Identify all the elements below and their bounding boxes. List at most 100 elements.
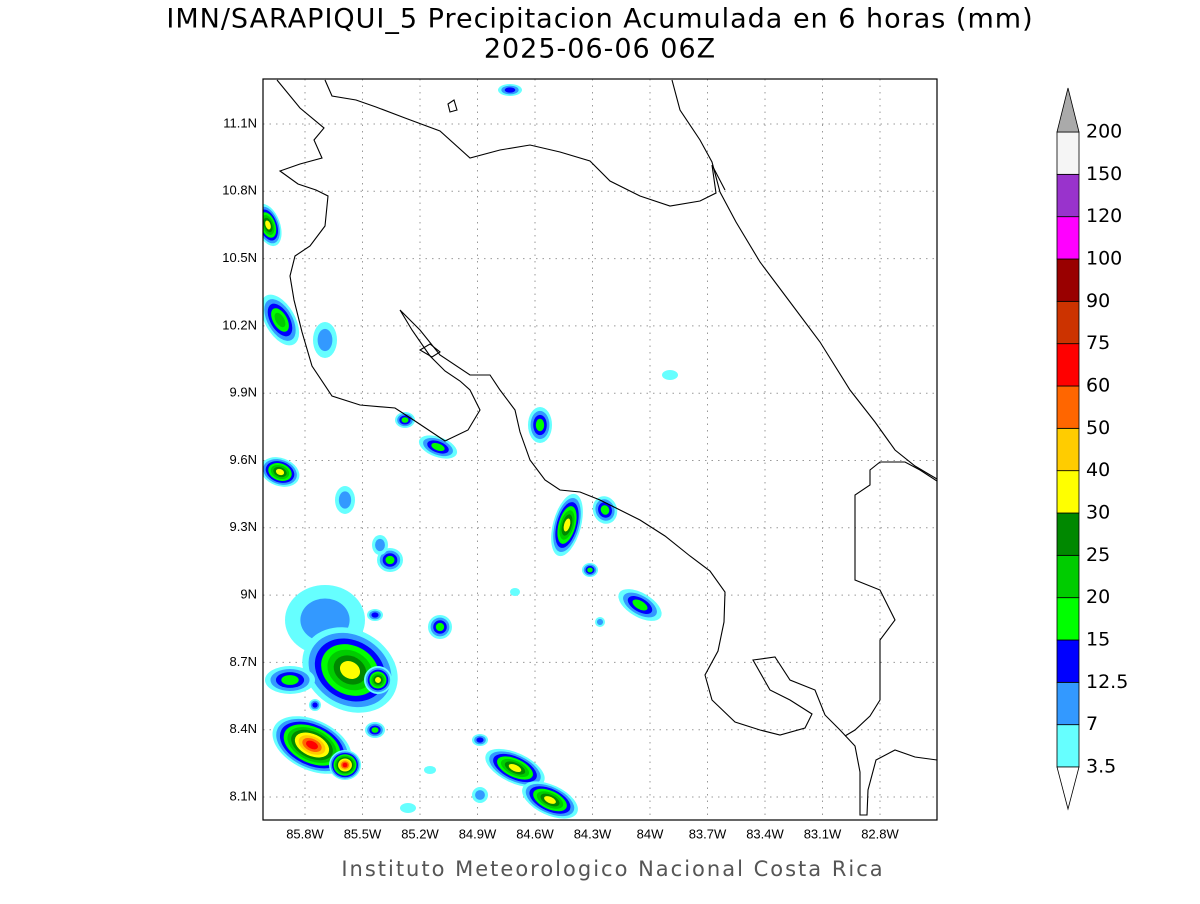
colorbar-box <box>1056 681 1080 726</box>
lat-tick-label: 9.9N <box>230 385 257 400</box>
precip-contour <box>508 763 522 773</box>
precip-contour <box>424 766 436 774</box>
precip-contour <box>600 505 610 515</box>
lat-tick-label: 9.6N <box>230 452 257 467</box>
precip-contour <box>371 612 379 618</box>
colorbar-under <box>1056 766 1080 811</box>
colorbar-label: 60 <box>1086 375 1110 397</box>
border <box>844 461 937 737</box>
colorbar-box <box>1056 512 1080 556</box>
precip-contour <box>510 588 520 596</box>
lat-tick-label: 9N <box>240 587 257 602</box>
lon-tick-label: 85.5W <box>344 826 382 841</box>
colorbar-box <box>1056 300 1080 345</box>
precip-contour <box>475 790 485 800</box>
colorbar-label: 15 <box>1086 629 1110 651</box>
footer: Instituto Meteorologico Nacional Costa R… <box>341 857 884 881</box>
map-frame <box>262 78 938 821</box>
lon-tick-label: 83.1W <box>804 826 842 841</box>
colorbar-label: 120 <box>1086 205 1122 227</box>
lat-tick-label: 10.8N <box>222 183 257 198</box>
colorbar-label: 3.5 <box>1086 756 1116 778</box>
precip-contour <box>563 518 571 532</box>
lon-tick-label: 84W <box>637 826 664 841</box>
colorbar-box <box>1056 724 1080 768</box>
precip-contour <box>587 567 593 573</box>
lat-tick-label: 9.3N <box>230 519 257 534</box>
precip-contour <box>401 417 409 423</box>
lon-tick-label: 85.2W <box>401 826 439 841</box>
colorbar: 3.5 7 12.5 15 20 25 30 40 50 60 75 90 100 120 150 200 <box>1056 87 1128 811</box>
precip-contour <box>281 675 299 685</box>
precip-contour <box>385 555 395 565</box>
coastline <box>276 79 937 816</box>
lon-tick-label: 84.3W <box>574 826 612 841</box>
colorbar-label: 7 <box>1086 713 1098 735</box>
grid <box>263 79 937 820</box>
precip-contour <box>312 702 318 708</box>
colorbar-box <box>1056 216 1080 260</box>
coastline <box>671 79 937 480</box>
precip-contour <box>265 220 271 230</box>
colorbar-box <box>1056 597 1080 641</box>
colorbar-box <box>1056 258 1080 302</box>
colorbar-label: 75 <box>1086 332 1110 354</box>
precipitation-field <box>263 84 678 819</box>
colorbar-box <box>1056 343 1080 387</box>
colorbar-label: 90 <box>1086 290 1110 312</box>
lat-tick-label: 8.7N <box>230 654 257 669</box>
lon-tick-label: 85.8W <box>286 826 324 841</box>
colorbar-label: 25 <box>1086 544 1110 566</box>
precip-contour <box>662 370 678 380</box>
axis-labels: 85.8W 85.5W 85.2W 84.9W 84.6W 84.3W 84W 83.7W 83… <box>222 115 899 841</box>
title: IMN/SARAPIQUI_5 Precipitacion Acumulada … <box>166 4 1033 35</box>
precip-contour <box>435 622 445 632</box>
colorbar-label: 150 <box>1086 163 1122 185</box>
lon-tick-label: 82.8W <box>861 826 899 841</box>
precip-contour <box>535 418 545 432</box>
precip-contour <box>431 442 445 452</box>
precip-contour <box>338 491 352 509</box>
colorbar-box <box>1056 173 1080 218</box>
precip-contour <box>375 677 381 683</box>
colorbar-box <box>1056 639 1080 683</box>
colorbar-label: 200 <box>1086 121 1122 143</box>
border <box>324 79 726 207</box>
colorbar-label: 30 <box>1086 502 1110 524</box>
lat-tick-label: 10.2N <box>222 317 257 332</box>
precip-contour <box>504 87 516 93</box>
precip-contour <box>544 796 556 804</box>
precip-contour <box>342 762 348 768</box>
precip-contour <box>306 740 318 750</box>
coastlines <box>276 79 937 816</box>
colorbar-label: 100 <box>1086 248 1122 270</box>
colorbar-box <box>1056 470 1080 514</box>
lat-tick-label: 8.1N <box>230 788 257 803</box>
colorbar-box <box>1056 554 1080 599</box>
colorbar-label: 12.5 <box>1086 671 1128 693</box>
precip-contour <box>339 661 361 679</box>
precip-contour <box>476 737 484 743</box>
colorbar-label: 50 <box>1086 417 1110 439</box>
lat-tick-label: 10.5N <box>222 250 257 265</box>
colorbar-label: 40 <box>1086 459 1110 481</box>
lon-tick-label: 84.6W <box>516 826 554 841</box>
precip-contour <box>317 328 333 352</box>
precip-contour <box>371 727 379 733</box>
precip-contour <box>400 803 416 813</box>
precip-contour <box>274 312 286 328</box>
colorbar-label: 20 <box>1086 586 1110 608</box>
island <box>418 99 458 358</box>
lat-tick-label: 11.1N <box>223 115 257 130</box>
lat-tick-label: 8.4N <box>230 721 257 736</box>
colorbar-box <box>1056 131 1080 175</box>
colorbar-box <box>1056 427 1080 472</box>
precip-contour <box>375 538 385 552</box>
subtitle: 2025-06-06 06Z <box>484 34 716 65</box>
lon-tick-label: 83.7W <box>689 826 727 841</box>
precip-contour <box>596 618 604 626</box>
colorbar-over <box>1056 87 1080 133</box>
precip-contour <box>275 468 285 476</box>
